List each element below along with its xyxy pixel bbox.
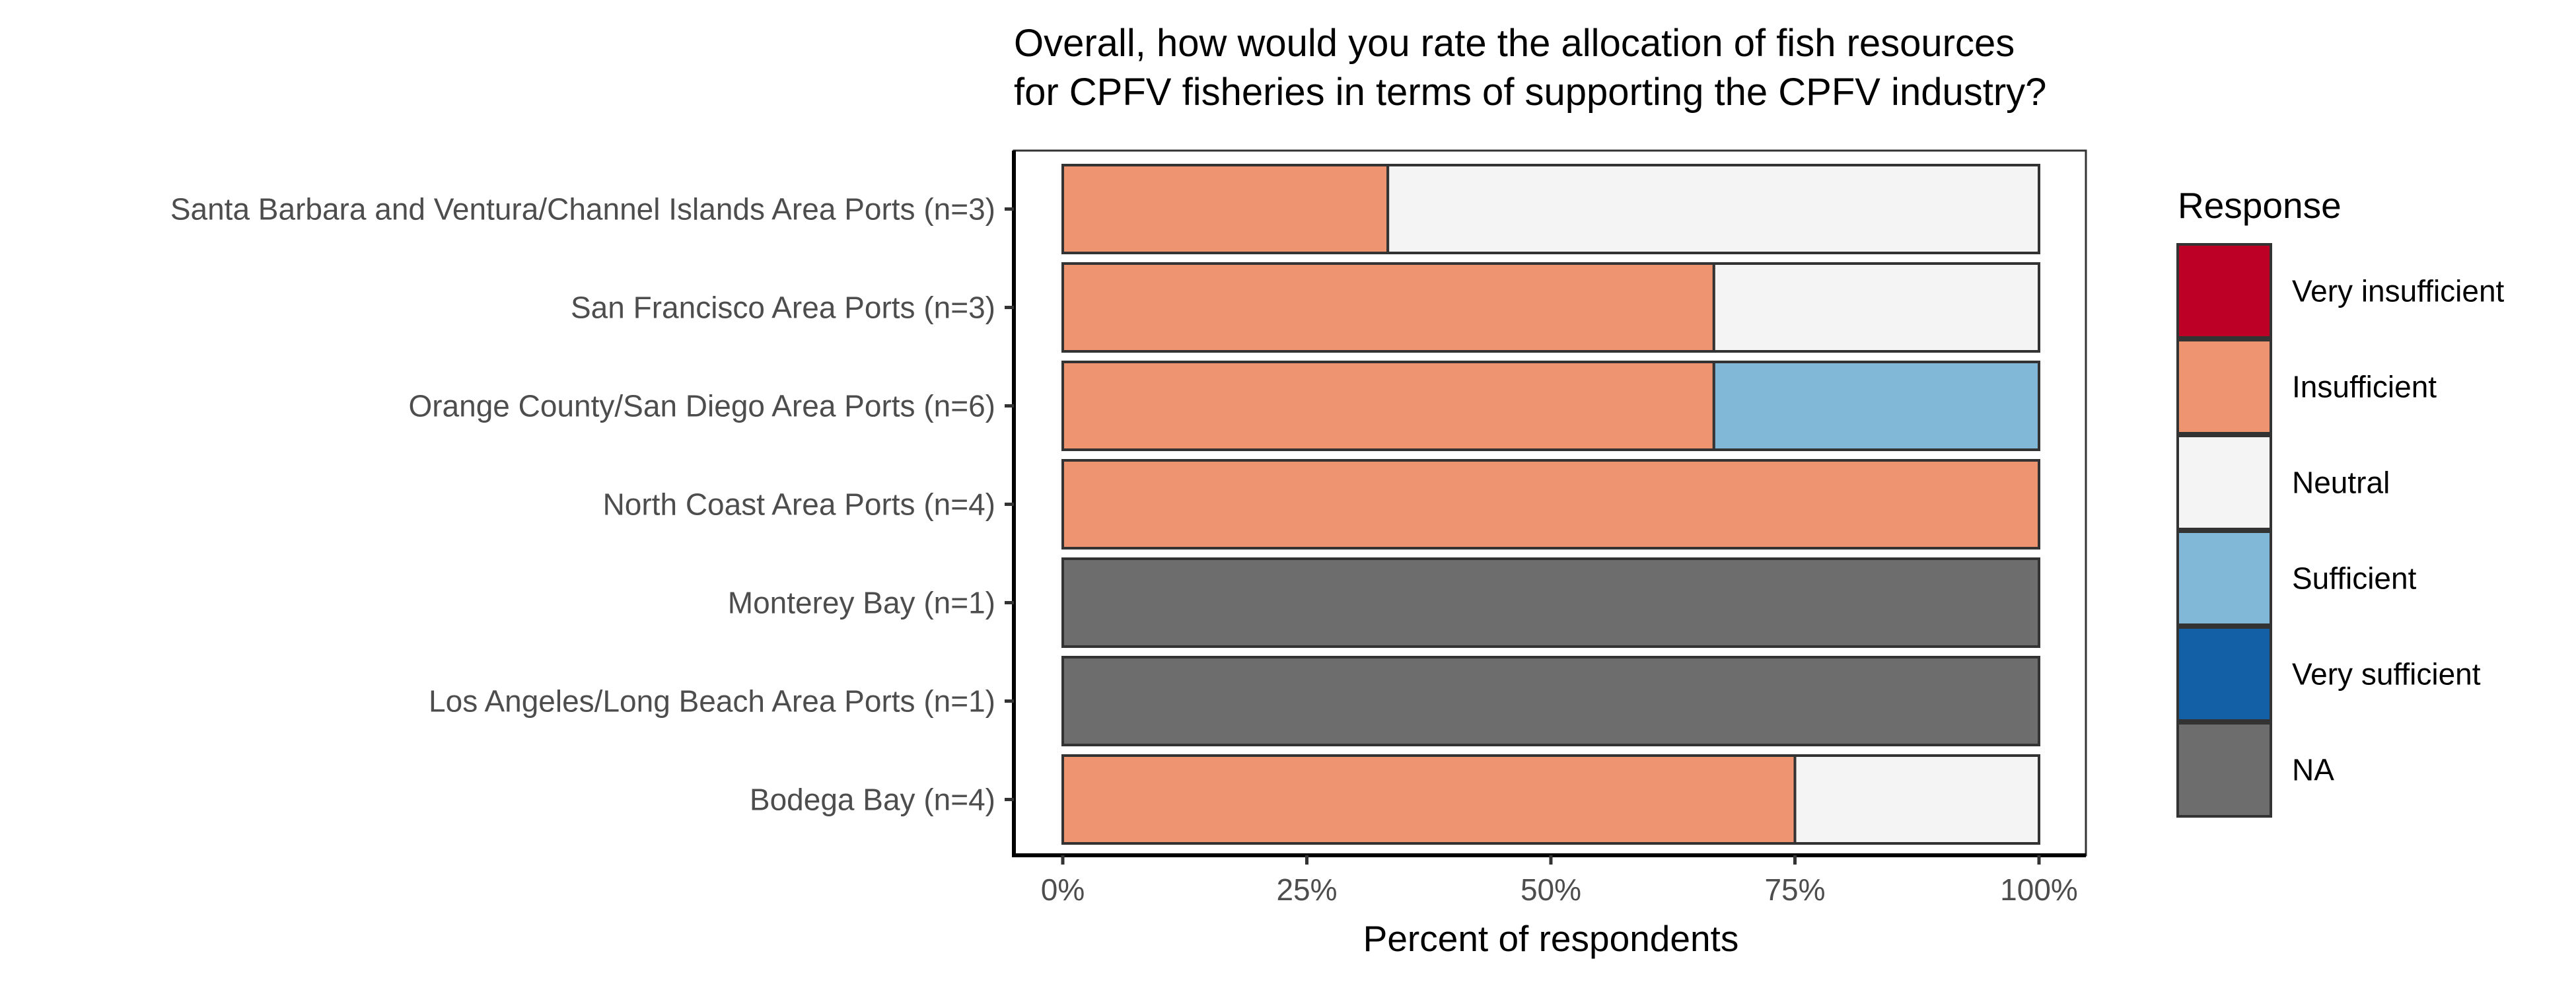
legend-title: Response bbox=[2178, 185, 2342, 226]
x-tick-label: 100% bbox=[2000, 872, 2078, 907]
y-tick-label: Santa Barbara and Ventura/Channel Island… bbox=[170, 192, 995, 227]
x-axis: 0% 25% 50% 75% 100% Percent of respondents bbox=[1041, 855, 2078, 959]
x-tick-label: 25% bbox=[1276, 872, 1337, 907]
x-tick-label: 75% bbox=[1764, 872, 1825, 907]
bar-segment-sufficient bbox=[1712, 361, 2040, 451]
x-tick-label: 0% bbox=[1041, 872, 1085, 907]
legend-swatch bbox=[2176, 435, 2272, 530]
bar-segment-insufficient bbox=[1061, 754, 1797, 845]
bar-segment-insufficient bbox=[1061, 361, 1715, 451]
legend-swatch bbox=[2176, 626, 2272, 722]
chart-title: Overall, how would you rate the allocati… bbox=[1014, 22, 2046, 114]
legend-swatch bbox=[2176, 339, 2272, 435]
y-tick-label: Los Angeles/Long Beach Area Ports (n=1) bbox=[429, 684, 995, 719]
bar-segment-na bbox=[1061, 557, 2040, 648]
bar-segment-neutral bbox=[1712, 262, 2040, 353]
legend-label: Very insufficient bbox=[2292, 274, 2505, 308]
bar-segment-neutral bbox=[1386, 164, 2041, 254]
x-axis-title: Percent of respondents bbox=[1363, 918, 1739, 959]
x-tick-label: 50% bbox=[1521, 872, 1581, 907]
legend-swatch bbox=[2176, 530, 2272, 626]
y-axis: Santa Barbara and Ventura/Channel Island… bbox=[170, 192, 1014, 817]
legend-label: Sufficient bbox=[2292, 561, 2417, 596]
y-tick-label: Monterey Bay (n=1) bbox=[728, 586, 995, 620]
bar-segment-insufficient bbox=[1061, 164, 1390, 254]
bar-segment-insufficient bbox=[1061, 459, 2040, 550]
bar-segment-insufficient bbox=[1061, 262, 1715, 353]
y-tick-label: San Francisco Area Ports (n=3) bbox=[571, 291, 995, 325]
legend-label: Neutral bbox=[2292, 466, 2390, 500]
legend: Response Very insufficient Insufficient Neu… bbox=[2176, 185, 2505, 818]
y-tick-label: Bodega Bay (n=4) bbox=[750, 783, 995, 817]
legend-swatch bbox=[2176, 722, 2272, 818]
legend-label: NA bbox=[2292, 753, 2334, 787]
chart-title-line: for CPFV fisheries in terms of supportin… bbox=[1014, 71, 2046, 114]
y-tick-label: Orange County/San Diego Area Ports (n=6) bbox=[408, 389, 995, 423]
chart-title-line: Overall, how would you rate the allocati… bbox=[1014, 22, 2015, 65]
legend-swatch bbox=[2176, 243, 2272, 339]
y-tick-label: North Coast Area Ports (n=4) bbox=[603, 487, 995, 522]
bar-segment-neutral bbox=[1793, 754, 2040, 845]
bars bbox=[1061, 164, 2041, 845]
legend-label: Very sufficient bbox=[2292, 657, 2481, 692]
bar-segment-na bbox=[1061, 656, 2040, 746]
legend-label: Insufficient bbox=[2292, 370, 2437, 404]
